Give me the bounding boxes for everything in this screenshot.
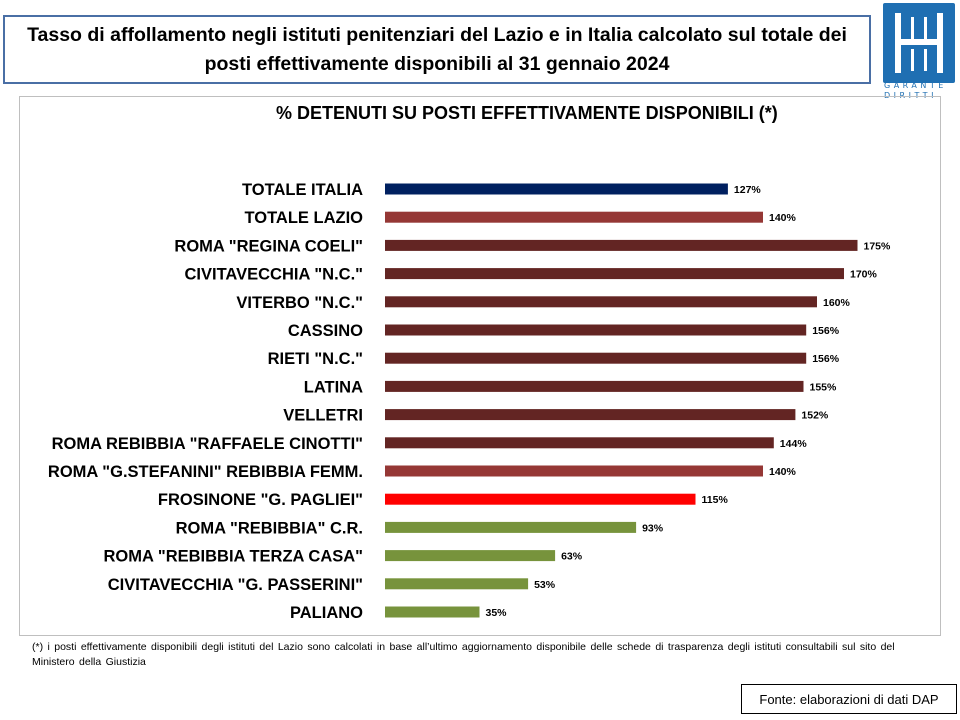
logo-caption-line2: DIRITTI (884, 91, 937, 100)
bar (385, 211, 763, 223)
category-label: ROMA "REBIBBIA" C.R. (176, 519, 363, 537)
data-label: 152% (801, 410, 829, 422)
title-box: Tasso di affollamento negli istituti pen… (3, 15, 871, 84)
data-label: 63% (561, 551, 583, 563)
category-label: TOTALE LAZIO (244, 209, 363, 227)
category-label: FROSINONE "G. PAGLIEI" (158, 491, 363, 509)
data-label: 140% (769, 466, 797, 478)
garante-logo-mark-icon (895, 13, 943, 73)
bar (385, 352, 807, 364)
category-label: CIVITAVECCHIA "G. PASSERINI" (108, 576, 363, 594)
data-label: 156% (812, 353, 840, 365)
category-label: CASSINO (288, 322, 363, 340)
bar (385, 380, 804, 392)
category-label: ROMA REBIBBIA "RAFFAELE CINOTTI" (52, 435, 363, 453)
data-label: 156% (812, 325, 840, 337)
data-label: 115% (702, 494, 729, 506)
data-label: 35% (486, 607, 508, 619)
category-label: ROMA "G.STEFANINI" REBIBBIA FEMM. (48, 463, 363, 481)
data-label: 127% (734, 184, 762, 196)
bar (385, 324, 807, 336)
footnote: (*) i posti effettivamente disponibili d… (32, 641, 895, 668)
bar (385, 409, 796, 421)
category-label: LATINA (304, 378, 363, 396)
bar (385, 465, 763, 477)
category-label: TOTALE ITALIA (242, 181, 363, 199)
bar (385, 268, 844, 280)
data-label: 144% (780, 438, 808, 450)
bar (385, 606, 480, 618)
garante-logo (883, 3, 955, 83)
logo-caption-line1: GARANTE (884, 81, 947, 90)
data-label: 160% (823, 297, 851, 309)
category-label: ROMA "REBIBBIA TERZA CASA" (104, 548, 363, 566)
bar (385, 550, 556, 562)
bar (385, 493, 696, 505)
category-label: VITERBO "N.C." (236, 294, 363, 312)
data-label: 155% (810, 381, 838, 393)
source-text: Fonte: elaborazioni di dati DAP (759, 691, 939, 707)
page-title: Tasso di affollamento negli istituti pen… (27, 23, 847, 75)
category-label: RIETI "N.C." (268, 350, 363, 368)
category-label: PALIANO (290, 604, 363, 622)
chart-frame (19, 96, 941, 636)
bar (385, 296, 817, 308)
bar (385, 437, 774, 449)
category-label: VELLETRI (283, 407, 363, 425)
chart-title: % DETENUTI SU POSTI EFFETTIVAMENTE DISPO… (276, 103, 778, 123)
bar (385, 578, 529, 590)
data-label: 170% (850, 269, 878, 281)
data-label: 93% (642, 522, 664, 534)
source-box: Fonte: elaborazioni di dati DAP (741, 684, 957, 714)
bar (385, 183, 728, 195)
logo-caption: GARANTE DIRITTI (884, 81, 958, 101)
category-label: ROMA "REGINA COELI" (174, 237, 363, 255)
data-label: 140% (769, 212, 797, 224)
bar (385, 521, 637, 533)
category-label: CIVITAVECCHIA "N.C." (184, 266, 363, 284)
data-label: 53% (534, 579, 556, 591)
data-label: 175% (864, 240, 892, 252)
bar (385, 239, 858, 251)
